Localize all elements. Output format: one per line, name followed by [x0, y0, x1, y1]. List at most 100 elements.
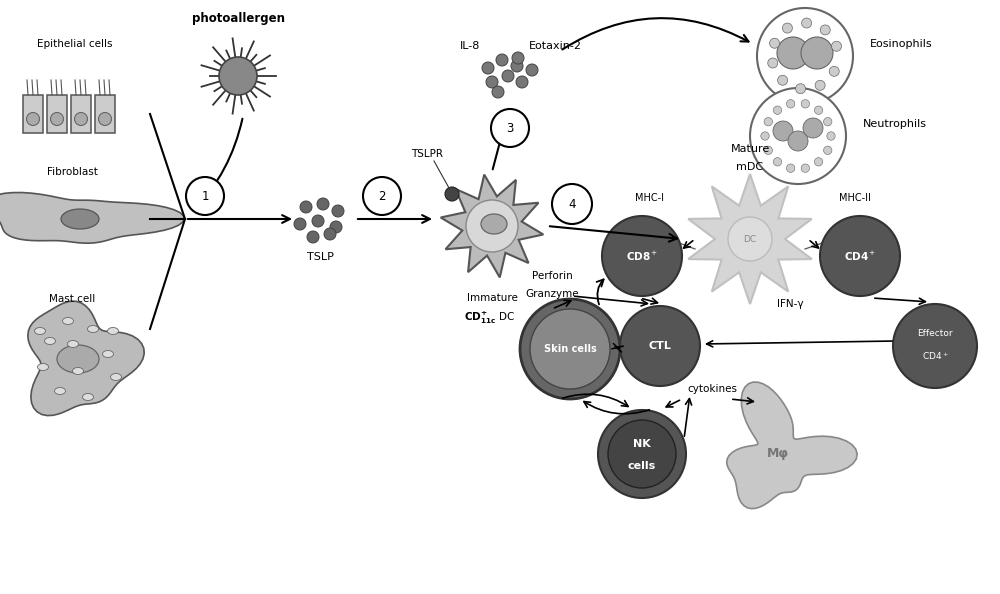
Ellipse shape: [68, 340, 79, 347]
Text: Skin cells: Skin cells: [544, 344, 596, 354]
Circle shape: [516, 76, 528, 88]
Circle shape: [608, 420, 676, 488]
FancyArrowPatch shape: [562, 18, 749, 49]
Circle shape: [27, 112, 40, 125]
Text: Perforin: Perforin: [532, 271, 572, 281]
Polygon shape: [28, 301, 144, 416]
Circle shape: [773, 106, 782, 115]
Circle shape: [530, 309, 610, 389]
Circle shape: [330, 221, 342, 233]
Circle shape: [782, 23, 792, 33]
Circle shape: [520, 299, 620, 399]
Circle shape: [757, 8, 853, 104]
Circle shape: [786, 164, 795, 172]
Circle shape: [186, 177, 224, 215]
FancyBboxPatch shape: [95, 95, 115, 133]
Polygon shape: [0, 192, 184, 243]
Circle shape: [526, 64, 538, 76]
Circle shape: [761, 132, 769, 140]
Circle shape: [511, 60, 523, 72]
Circle shape: [820, 216, 900, 296]
Ellipse shape: [481, 214, 507, 234]
Circle shape: [598, 410, 686, 498]
Text: IFN-γ: IFN-γ: [777, 299, 803, 309]
Text: 3: 3: [506, 122, 514, 134]
Text: CTL: CTL: [649, 341, 671, 351]
Ellipse shape: [73, 368, 84, 374]
Text: TSLPR: TSLPR: [411, 149, 443, 159]
Circle shape: [764, 118, 772, 126]
FancyArrowPatch shape: [563, 394, 628, 406]
Circle shape: [802, 18, 812, 28]
Circle shape: [824, 118, 832, 126]
Circle shape: [512, 52, 524, 64]
Circle shape: [814, 157, 823, 166]
Circle shape: [300, 201, 312, 213]
Ellipse shape: [57, 345, 99, 373]
Text: DC: DC: [743, 235, 757, 244]
Ellipse shape: [108, 327, 119, 334]
Circle shape: [99, 112, 112, 125]
Text: NK: NK: [633, 439, 651, 449]
Text: Effector: Effector: [917, 330, 953, 339]
Ellipse shape: [103, 350, 114, 358]
Circle shape: [768, 58, 778, 68]
Circle shape: [307, 231, 319, 243]
Circle shape: [219, 57, 257, 95]
Circle shape: [827, 132, 835, 140]
Ellipse shape: [35, 327, 46, 334]
Ellipse shape: [83, 393, 94, 400]
Ellipse shape: [55, 387, 66, 394]
Ellipse shape: [63, 318, 74, 324]
Circle shape: [324, 228, 336, 240]
Circle shape: [491, 109, 529, 147]
Circle shape: [750, 88, 846, 184]
Text: IL-8: IL-8: [460, 41, 480, 51]
Text: cells: cells: [628, 461, 656, 471]
Text: 1: 1: [201, 189, 209, 203]
Text: Mast cell: Mast cell: [49, 294, 95, 304]
Circle shape: [552, 184, 592, 224]
FancyBboxPatch shape: [71, 95, 91, 133]
Text: Immature: Immature: [467, 293, 517, 303]
Circle shape: [770, 38, 780, 48]
Circle shape: [294, 218, 306, 230]
Text: Fibroblast: Fibroblast: [47, 167, 97, 177]
Text: TSLP: TSLP: [307, 252, 333, 262]
Circle shape: [786, 100, 795, 108]
Circle shape: [829, 67, 839, 77]
Circle shape: [764, 146, 772, 154]
Circle shape: [824, 146, 832, 154]
Circle shape: [502, 70, 514, 82]
Circle shape: [893, 304, 977, 388]
Circle shape: [801, 164, 810, 172]
Polygon shape: [688, 174, 812, 304]
Text: mDC: mDC: [736, 162, 764, 172]
Ellipse shape: [111, 374, 122, 381]
FancyArrowPatch shape: [194, 119, 242, 210]
FancyArrowPatch shape: [597, 279, 604, 304]
Text: 4: 4: [568, 197, 576, 210]
Circle shape: [788, 131, 808, 151]
Circle shape: [445, 187, 459, 201]
Circle shape: [363, 177, 401, 215]
Circle shape: [486, 76, 498, 88]
Circle shape: [602, 216, 682, 296]
Circle shape: [778, 75, 788, 86]
Ellipse shape: [88, 326, 99, 333]
Circle shape: [317, 198, 329, 210]
Circle shape: [75, 112, 88, 125]
Text: Eotaxin-2: Eotaxin-2: [528, 41, 582, 51]
Circle shape: [832, 41, 842, 51]
Circle shape: [796, 84, 806, 94]
Text: photoallergen: photoallergen: [192, 11, 285, 24]
Circle shape: [777, 37, 809, 69]
Circle shape: [496, 54, 508, 66]
Circle shape: [312, 215, 324, 227]
Circle shape: [482, 62, 494, 74]
Circle shape: [801, 37, 833, 69]
FancyBboxPatch shape: [47, 95, 67, 133]
Circle shape: [814, 106, 823, 115]
Ellipse shape: [61, 209, 99, 229]
Circle shape: [773, 157, 782, 166]
